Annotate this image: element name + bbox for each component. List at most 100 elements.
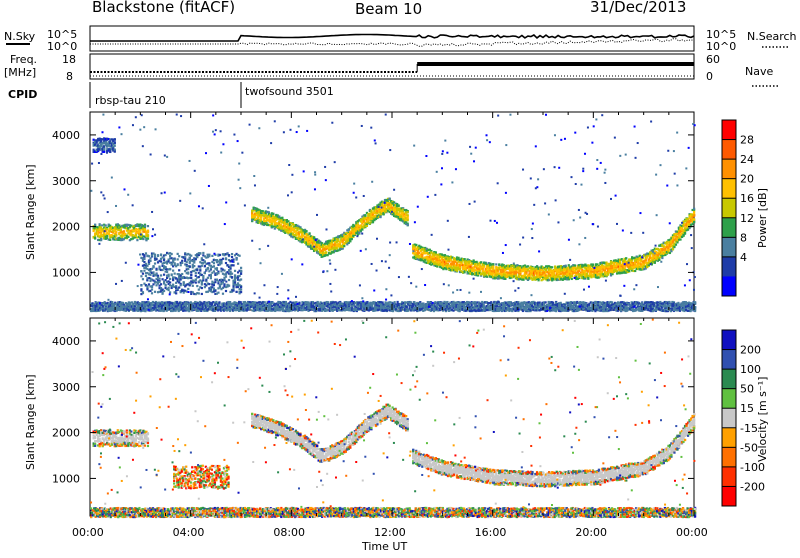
power-pixel bbox=[646, 256, 648, 258]
power-pixel bbox=[183, 281, 185, 283]
freq-left-label: Freq. bbox=[10, 53, 37, 66]
power-pixel bbox=[351, 238, 353, 240]
power-pixel bbox=[189, 262, 191, 264]
power-pixel bbox=[154, 291, 156, 293]
power-pixel bbox=[366, 225, 368, 227]
power-pixel bbox=[168, 275, 170, 277]
power-pixel bbox=[145, 252, 147, 254]
power-pixel bbox=[682, 235, 684, 237]
power-pixel bbox=[163, 259, 165, 261]
power-pixel bbox=[169, 291, 171, 293]
power-pixel bbox=[171, 273, 173, 275]
power-pixel bbox=[145, 275, 147, 277]
power-pixel bbox=[160, 283, 162, 285]
noise-panel bbox=[90, 26, 694, 51]
power-pixel bbox=[174, 258, 176, 260]
power-pixel bbox=[114, 145, 116, 147]
power-pixel bbox=[574, 264, 576, 266]
power-pixel bbox=[175, 292, 177, 294]
power-pixel bbox=[115, 231, 117, 233]
power-pixel bbox=[169, 268, 171, 270]
power-pixel bbox=[457, 257, 459, 259]
power-pixel bbox=[158, 267, 160, 269]
power-pixel bbox=[143, 255, 145, 257]
power-pixel bbox=[407, 211, 409, 213]
power-pixel bbox=[154, 254, 156, 256]
power-pixel bbox=[161, 278, 163, 280]
power-pixel bbox=[522, 279, 524, 281]
power-pixel bbox=[174, 262, 176, 264]
power-pixel bbox=[149, 260, 151, 262]
power-pixel bbox=[693, 219, 695, 221]
power-pixel bbox=[93, 230, 95, 232]
power-pixel bbox=[551, 266, 553, 268]
power-pixel bbox=[260, 216, 262, 218]
power-pixel bbox=[325, 251, 327, 253]
power-pixel bbox=[631, 259, 633, 261]
power-pixel bbox=[147, 238, 149, 240]
power-pixel bbox=[169, 278, 171, 280]
power-pixel bbox=[172, 284, 174, 286]
power-pixel bbox=[415, 244, 417, 246]
power-pixel bbox=[142, 238, 144, 240]
power-pixel bbox=[114, 142, 116, 144]
power-pixel bbox=[164, 285, 166, 287]
power-pixel bbox=[99, 223, 101, 225]
power-pixel bbox=[343, 245, 345, 247]
power-pixel bbox=[407, 216, 409, 218]
power-pixel bbox=[114, 148, 116, 150]
power-pixel bbox=[148, 283, 150, 285]
power-pixel bbox=[178, 286, 180, 288]
power-pixel bbox=[155, 258, 157, 260]
power-pixel bbox=[144, 225, 146, 227]
power-pixel bbox=[571, 278, 573, 280]
power-pixel bbox=[281, 217, 283, 219]
power-pixel bbox=[109, 239, 111, 241]
power-pixel bbox=[168, 287, 170, 289]
power-pixel bbox=[174, 272, 176, 274]
power-pixel bbox=[192, 285, 194, 287]
power-pixel bbox=[114, 139, 116, 141]
power-pixel bbox=[148, 255, 150, 257]
noise-tick-right-low: 10^0 bbox=[706, 40, 736, 53]
power-pixel bbox=[195, 281, 197, 283]
power-pixel bbox=[571, 275, 573, 277]
power-pixel bbox=[476, 261, 478, 263]
power-pixel bbox=[172, 270, 174, 272]
power-pixel bbox=[154, 262, 156, 264]
power-pixel bbox=[169, 281, 171, 283]
power-pixel bbox=[177, 258, 179, 260]
nave-tick-high: 60 bbox=[706, 53, 720, 66]
power-pixel bbox=[187, 272, 189, 274]
cpid-segment-2: twofsound 3501 bbox=[245, 85, 334, 98]
power-pixel bbox=[421, 255, 423, 257]
power-pixel bbox=[398, 204, 400, 206]
power-pixel bbox=[305, 230, 307, 232]
power-pixel bbox=[658, 259, 660, 261]
power-pixel bbox=[672, 248, 674, 250]
power-pixel bbox=[120, 228, 122, 230]
power-pixel bbox=[190, 255, 192, 257]
power-pixel bbox=[163, 274, 165, 276]
power-pixel bbox=[166, 262, 168, 264]
power-pixel bbox=[181, 273, 183, 275]
power-pixel bbox=[187, 268, 189, 270]
power-pixel bbox=[166, 271, 168, 273]
freq-right-label: Nave bbox=[745, 65, 773, 78]
power-pixel bbox=[519, 273, 521, 275]
power-pixel bbox=[634, 270, 636, 272]
power-pixel bbox=[379, 216, 381, 218]
power-pixel bbox=[495, 263, 497, 265]
power-pixel bbox=[271, 223, 273, 225]
power-pixel bbox=[675, 244, 677, 246]
power-pixel bbox=[142, 291, 144, 293]
power-pixel bbox=[103, 148, 105, 150]
power-pixel bbox=[515, 274, 517, 276]
power-pixel bbox=[184, 258, 186, 260]
freq-panel bbox=[90, 54, 694, 79]
power-pixel bbox=[568, 264, 570, 266]
power-pixel bbox=[147, 231, 149, 233]
power-pixel bbox=[169, 255, 171, 257]
power-pixel bbox=[161, 293, 163, 295]
